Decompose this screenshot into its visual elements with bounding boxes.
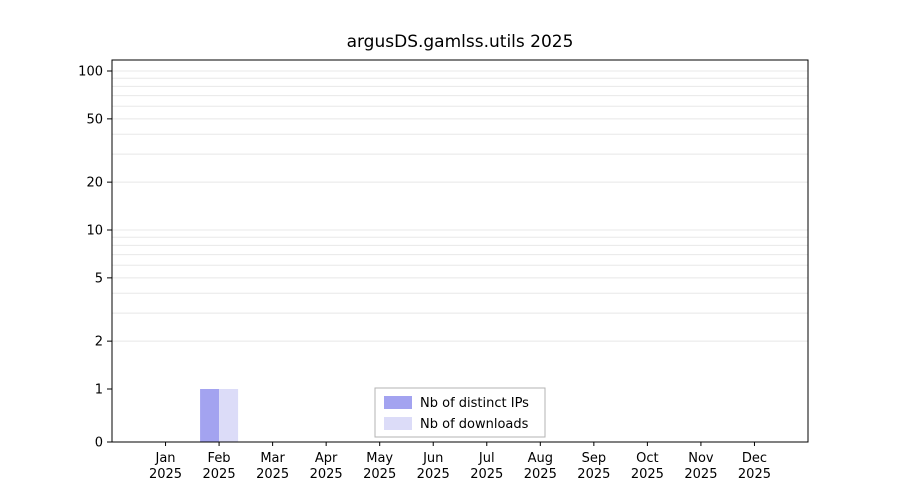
x-tick-year-label: 2025 xyxy=(524,467,557,482)
x-tick-year-label: 2025 xyxy=(631,467,664,482)
legend-swatch xyxy=(384,396,412,409)
x-tick-label: Jul xyxy=(478,451,495,466)
x-tick-label: Sep xyxy=(582,451,607,466)
x-tick-year-label: 2025 xyxy=(577,467,610,482)
x-tick-label: Feb xyxy=(208,451,231,466)
x-tick-label: Nov xyxy=(688,451,714,466)
x-tick-label: Apr xyxy=(315,451,338,466)
legend-swatch xyxy=(384,417,412,430)
y-tick-label: 100 xyxy=(78,65,103,80)
x-tick-label: May xyxy=(366,451,393,466)
x-tick-label: Mar xyxy=(260,451,285,466)
chart-title: argusDS.gamlss.utils 2025 xyxy=(347,32,574,52)
x-tick-label: Jan xyxy=(155,451,176,466)
plot-border xyxy=(111,59,809,443)
legend-label: Nb of distinct IPs xyxy=(420,396,529,411)
x-tick-label: Aug xyxy=(528,451,553,466)
bar-distinct-ips xyxy=(200,389,220,442)
x-tick-label: Dec xyxy=(742,451,767,466)
x-tick-year-label: 2025 xyxy=(363,467,396,482)
y-tick-label: 50 xyxy=(86,112,103,127)
x-tick-year-label: 2025 xyxy=(149,467,182,482)
y-tick-label: 5 xyxy=(95,271,103,286)
x-tick-year-label: 2025 xyxy=(684,467,717,482)
x-tick-label: Jun xyxy=(422,451,443,466)
x-tick-year-label: 2025 xyxy=(256,467,289,482)
x-tick-year-label: 2025 xyxy=(310,467,343,482)
x-tick-year-label: 2025 xyxy=(417,467,450,482)
y-tick-label: 1 xyxy=(95,383,103,398)
legend-label: Nb of downloads xyxy=(420,417,529,432)
bar-downloads xyxy=(219,389,239,442)
y-tick-label: 2 xyxy=(95,335,103,350)
y-tick-label: 10 xyxy=(86,224,103,239)
x-tick-year-label: 2025 xyxy=(470,467,503,482)
x-tick-label: Oct xyxy=(636,451,658,466)
x-tick-year-label: 2025 xyxy=(738,467,771,482)
y-tick-label: 0 xyxy=(95,436,103,451)
x-tick-year-label: 2025 xyxy=(203,467,236,482)
y-tick-label: 20 xyxy=(86,176,103,191)
